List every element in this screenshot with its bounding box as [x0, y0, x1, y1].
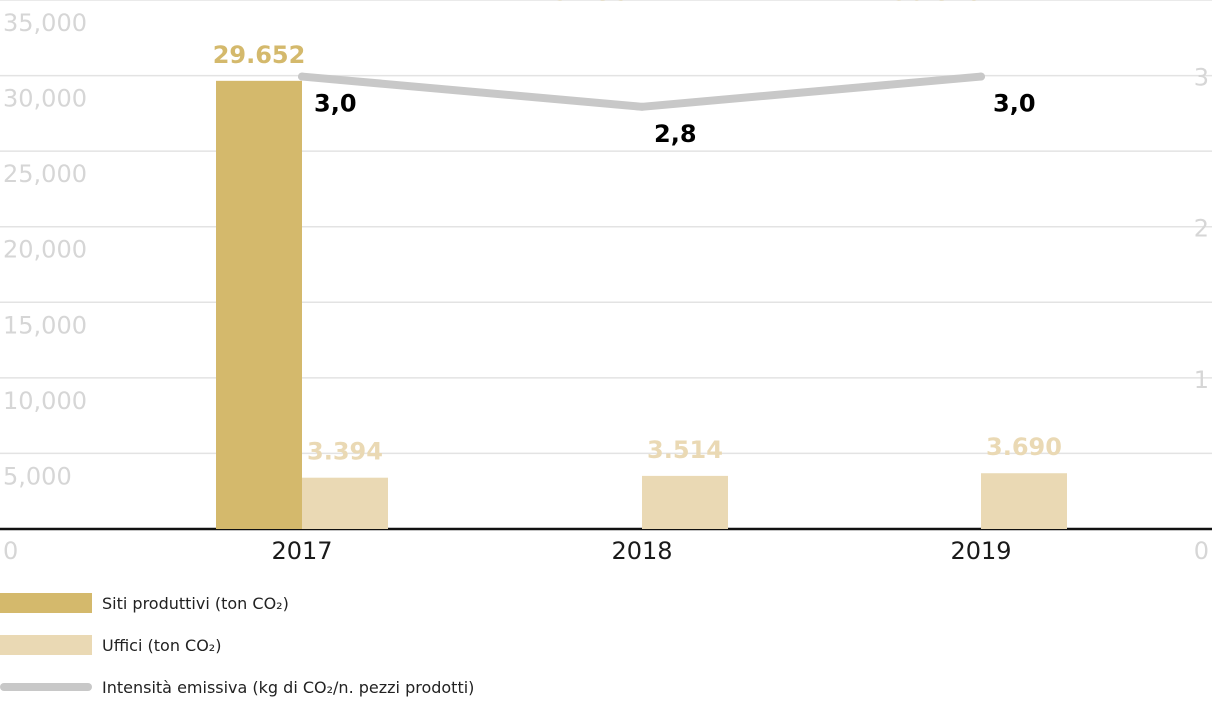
legend-label-uffici: Uffici (ton CO₂) — [102, 635, 222, 655]
data-label-siti-produttivi-2019: 30.549 — [892, 0, 985, 6]
y2-tick-label: 1 — [1194, 366, 1209, 394]
bar-uffici-2017 — [302, 477, 388, 529]
legend-swatch-intensita — [0, 683, 92, 691]
data-label-siti-produttivi-2017: 29.652 — [213, 41, 306, 69]
legend-item-uffici: Uffici (ton CO₂) — [0, 624, 474, 666]
y-tick-label: 30,000 — [3, 85, 87, 113]
bar-siti-produttivi-2017 — [216, 80, 302, 529]
legend: Siti produttivi (ton CO₂) Uffici (ton CO… — [0, 582, 474, 708]
y-tick-label: 5,000 — [3, 462, 72, 490]
legend-item-siti-produttivi: Siti produttivi (ton CO₂) — [0, 582, 474, 624]
data-label-uffici-2018: 3.514 — [647, 436, 723, 464]
y-tick-label: 35,000 — [3, 9, 87, 37]
data-label-uffici-2019: 3.690 — [986, 433, 1062, 461]
y-tick-label: 0 — [3, 537, 18, 565]
chart: 0 5,000 10,000 15,000 20,000 25,000 30,000 35,0… — [0, 0, 1212, 565]
x-tick-label-2019: 2019 — [950, 537, 1011, 565]
line-intensita — [298, 72, 985, 111]
y2-tick-label: 2 — [1194, 215, 1209, 243]
data-label-intensita-2018: 2,8 — [654, 120, 697, 148]
point-intensita-2019 — [977, 72, 985, 81]
data-label-intensita-2017: 3,0 — [314, 90, 357, 118]
bar-uffici-2019 — [981, 473, 1067, 529]
y-tick-label: 20,000 — [3, 236, 87, 264]
point-intensita-2017 — [298, 72, 306, 81]
x-tick-label-2018: 2018 — [611, 537, 672, 565]
data-label-siti-produttivi-2018: 31.564 — [553, 0, 646, 6]
legend-item-intensita: Intensità emissiva (kg di CO₂/n. pezzi p… — [0, 666, 474, 708]
y-tick-label: 15,000 — [3, 311, 87, 339]
legend-label-intensita: Intensità emissiva (kg di CO₂/n. pezzi p… — [102, 677, 475, 697]
point-intensita-2018 — [638, 102, 646, 111]
x-tick-label-2017: 2017 — [271, 537, 332, 565]
legend-swatch-uffici — [0, 635, 92, 655]
y2-tick-label: 0 — [1194, 537, 1209, 565]
y2-tick-label: 3 — [1194, 64, 1209, 92]
y-tick-label: 25,000 — [3, 160, 87, 188]
legend-label-siti-produttivi: Siti produttivi (ton CO₂) — [102, 593, 289, 613]
data-label-uffici-2017: 3.394 — [307, 438, 383, 466]
data-label-intensita-2019: 3,0 — [993, 90, 1036, 118]
legend-swatch-siti-produttivi — [0, 593, 92, 613]
y-tick-label: 10,000 — [3, 387, 87, 415]
bar-uffici-2018 — [642, 475, 728, 529]
